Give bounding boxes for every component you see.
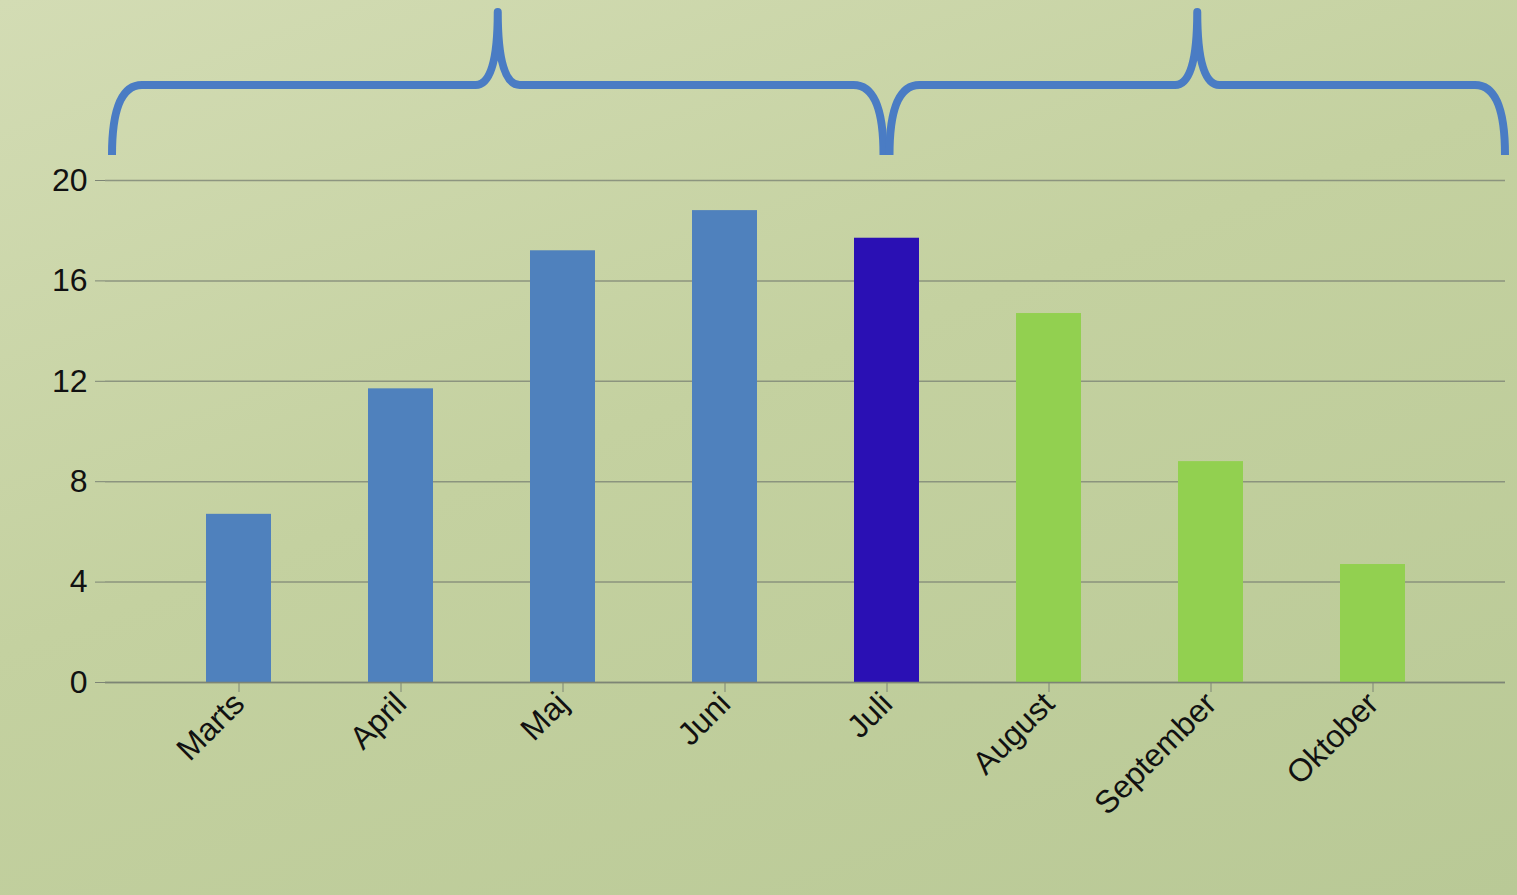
svg-text:Oktober: Oktober <box>1279 685 1385 791</box>
svg-text:September: September <box>1087 685 1223 821</box>
svg-text:4: 4 <box>70 563 88 599</box>
svg-text:16: 16 <box>52 262 88 298</box>
svg-text:April: April <box>342 685 413 756</box>
svg-text:Juli: Juli <box>840 685 899 744</box>
svg-text:Marts: Marts <box>169 685 251 767</box>
svg-text:Maj: Maj <box>513 685 575 747</box>
svg-text:Juni: Juni <box>670 685 737 752</box>
svg-text:8: 8 <box>70 463 88 499</box>
svg-text:August: August <box>965 685 1061 781</box>
svg-text:20: 20 <box>52 162 88 198</box>
svg-text:12: 12 <box>52 363 88 399</box>
svg-text:0: 0 <box>70 664 88 700</box>
